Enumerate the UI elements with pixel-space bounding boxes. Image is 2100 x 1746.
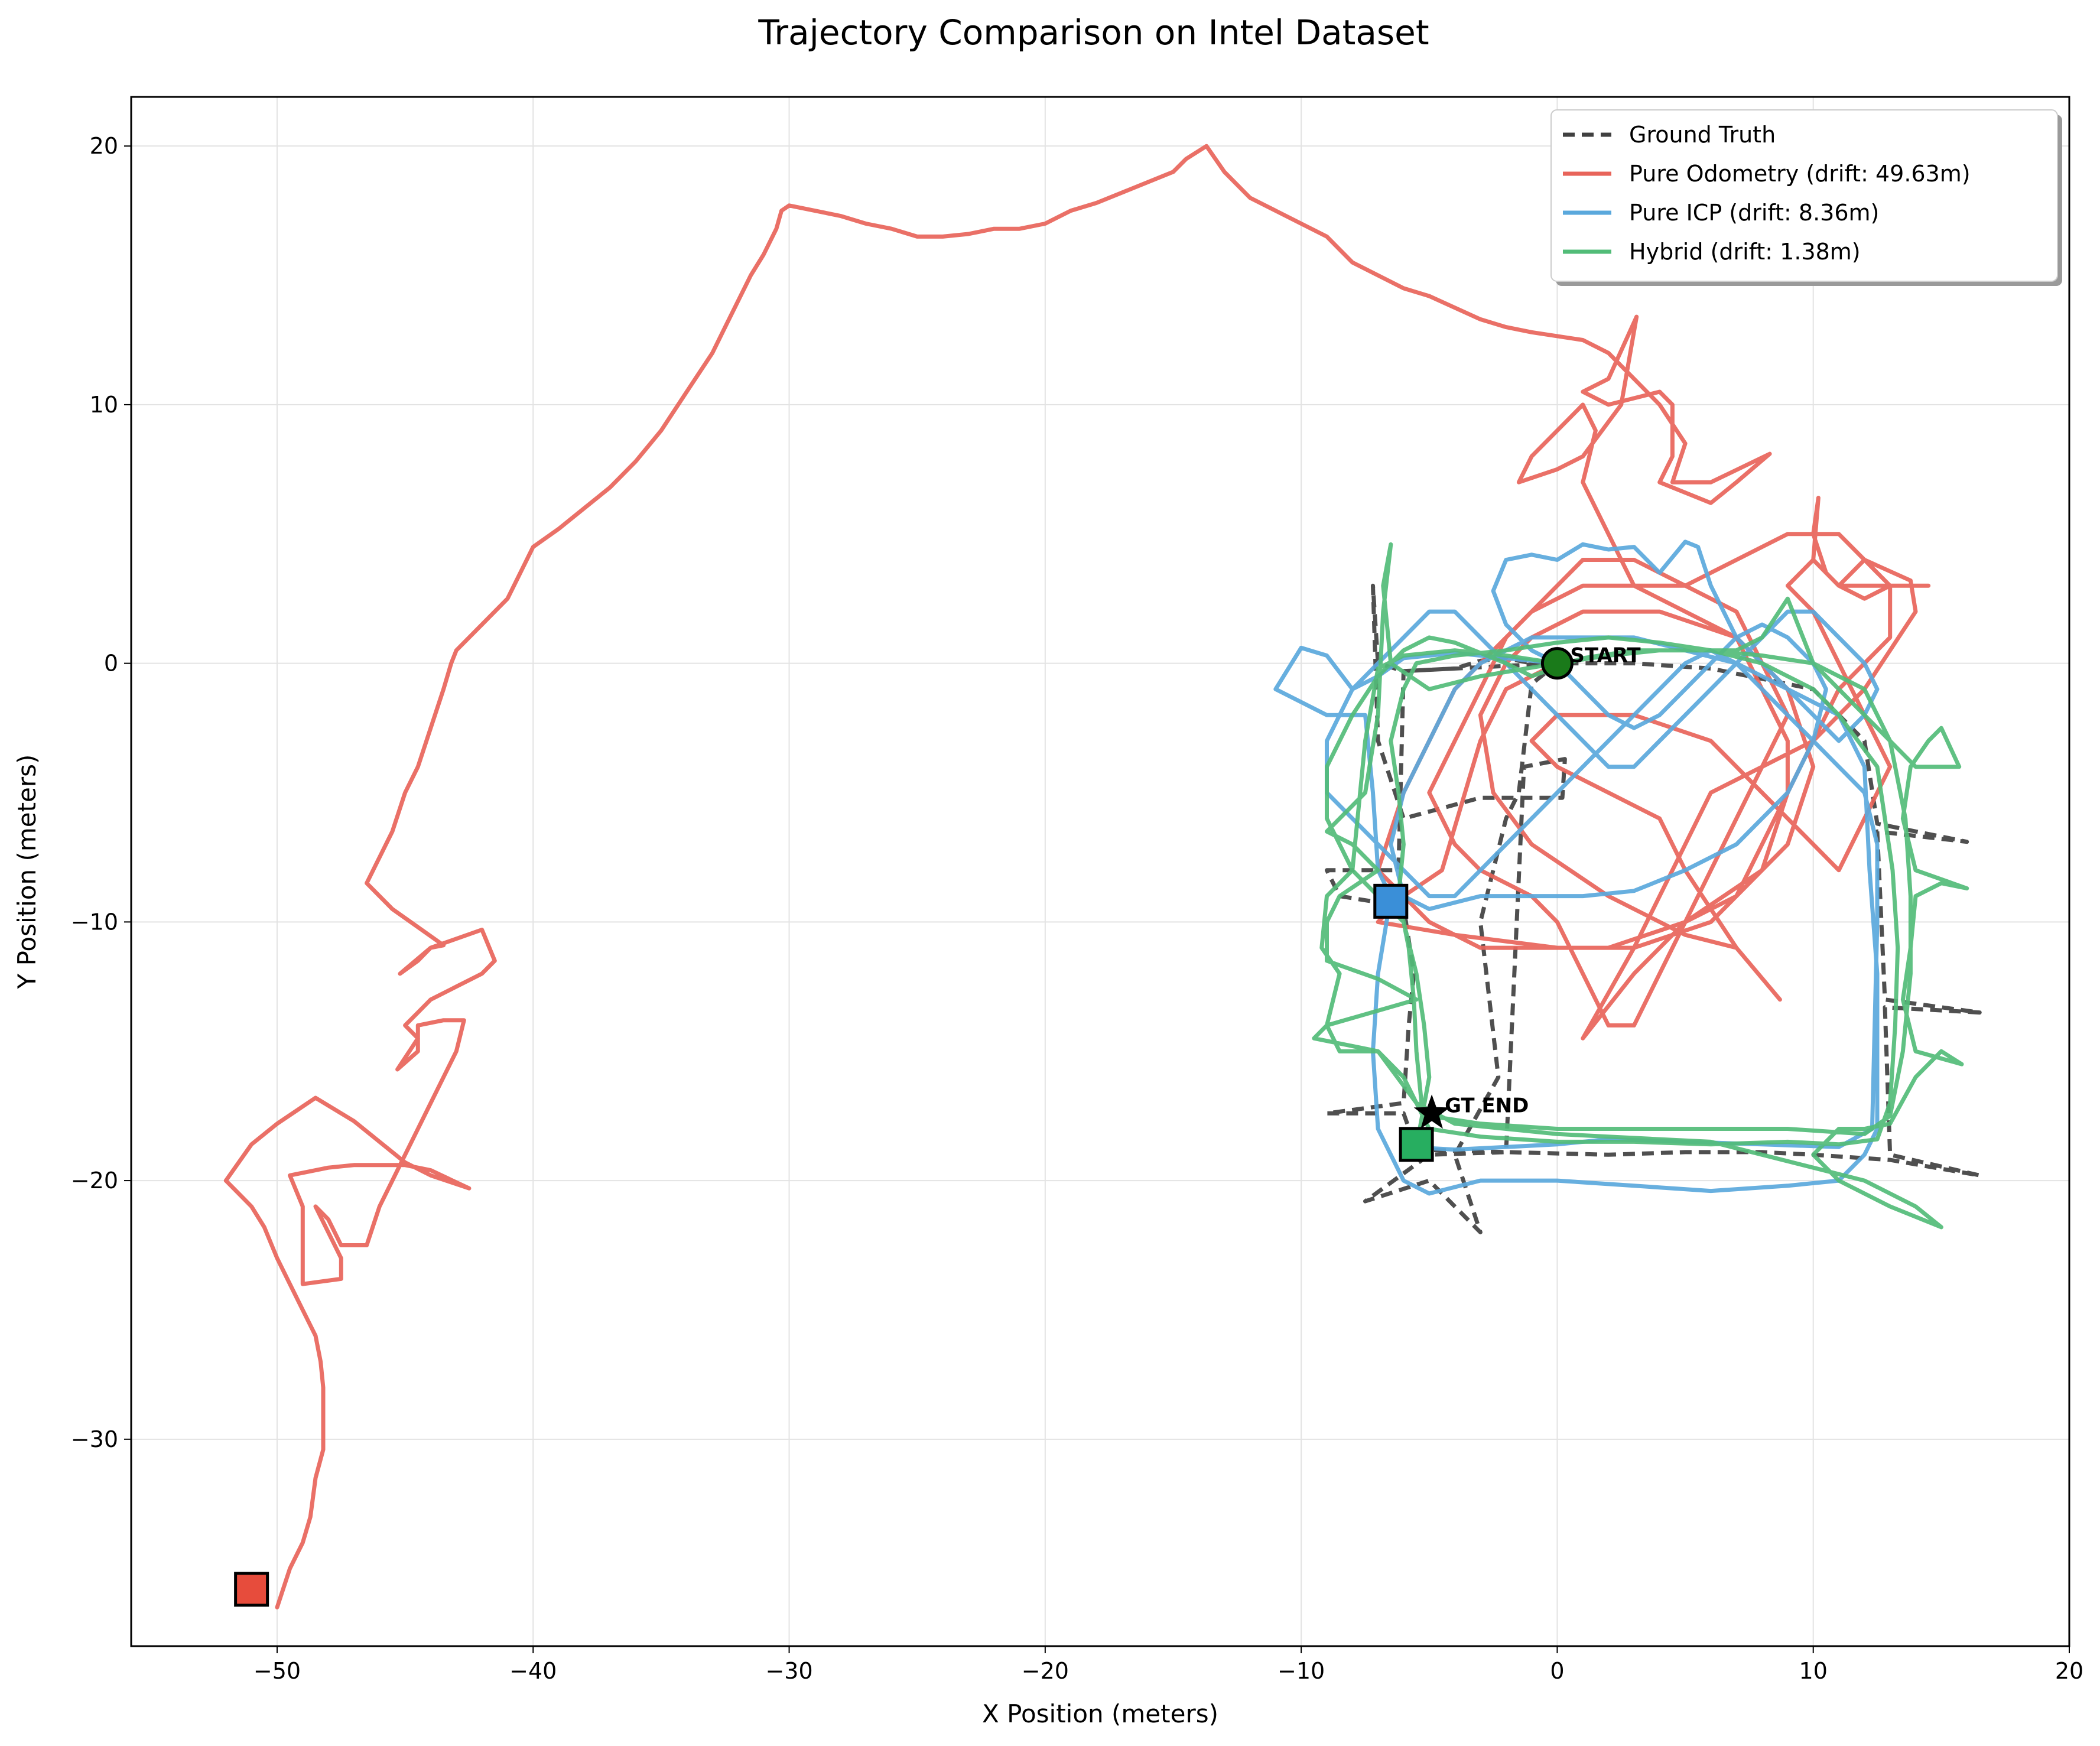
x-tick-label: 0 (1550, 1658, 1564, 1684)
hybrid-end-point (1399, 1127, 1434, 1162)
y-tick-label: −20 (71, 1168, 118, 1194)
marker-layer: START GT END (234, 644, 1641, 1607)
x-tick-label: −50 (253, 1658, 301, 1684)
plot-frame (130, 96, 2070, 1647)
legend-label-3: Hybrid (drift: 1.38m) (1629, 239, 1861, 265)
y-tick-label: 10 (90, 392, 118, 418)
odometry-end-point (234, 1572, 269, 1607)
gt-end-point (1413, 1094, 1450, 1129)
series-line-0 (1325, 583, 1982, 1235)
start-point (1540, 647, 1574, 680)
legend-label-2: Pure ICP (drift: 8.36m) (1629, 200, 1879, 226)
legend-label-0: Ground Truth (1629, 122, 1776, 148)
series-layer (223, 144, 1982, 1610)
x-axis-label: X Position (meters) (982, 1699, 1218, 1728)
legend-box (1550, 109, 2058, 282)
x-tick-label: −30 (765, 1658, 812, 1684)
y-tick-label: −10 (71, 909, 118, 935)
y-tick-label: 20 (90, 133, 118, 159)
x-tick-label: 10 (1799, 1658, 1828, 1684)
gt-end-point-label: GT END (1445, 1094, 1529, 1117)
chart-title: Trajectory Comparison on Intel Dataset (758, 12, 1429, 53)
legend: Ground Truth Pure Odometry (drift: 49.63m… (1550, 109, 2062, 286)
legend-label-1: Pure Odometry (drift: 49.63m) (1629, 161, 1971, 187)
series-line-1 (223, 144, 1931, 1610)
y-axis-label: Y Position (meters) (12, 755, 41, 990)
x-tick-label: −20 (1022, 1658, 1069, 1684)
y-tick-label: −30 (71, 1426, 118, 1452)
start-point-label: START (1570, 644, 1641, 668)
series-line-3 (1312, 542, 1969, 1230)
series-line-2 (1273, 539, 1880, 1196)
x-tick-label: 20 (2055, 1658, 2083, 1684)
y-tick-label: 0 (104, 651, 118, 677)
x-tick-label: −10 (1277, 1658, 1325, 1684)
tick-layer: −50 −40 −30 −20 −10 0 10 20 −30 −20 −10 0 10 20 (71, 133, 2083, 1684)
x-tick-label: −40 (509, 1658, 557, 1684)
icp-end-point (1373, 883, 1409, 919)
